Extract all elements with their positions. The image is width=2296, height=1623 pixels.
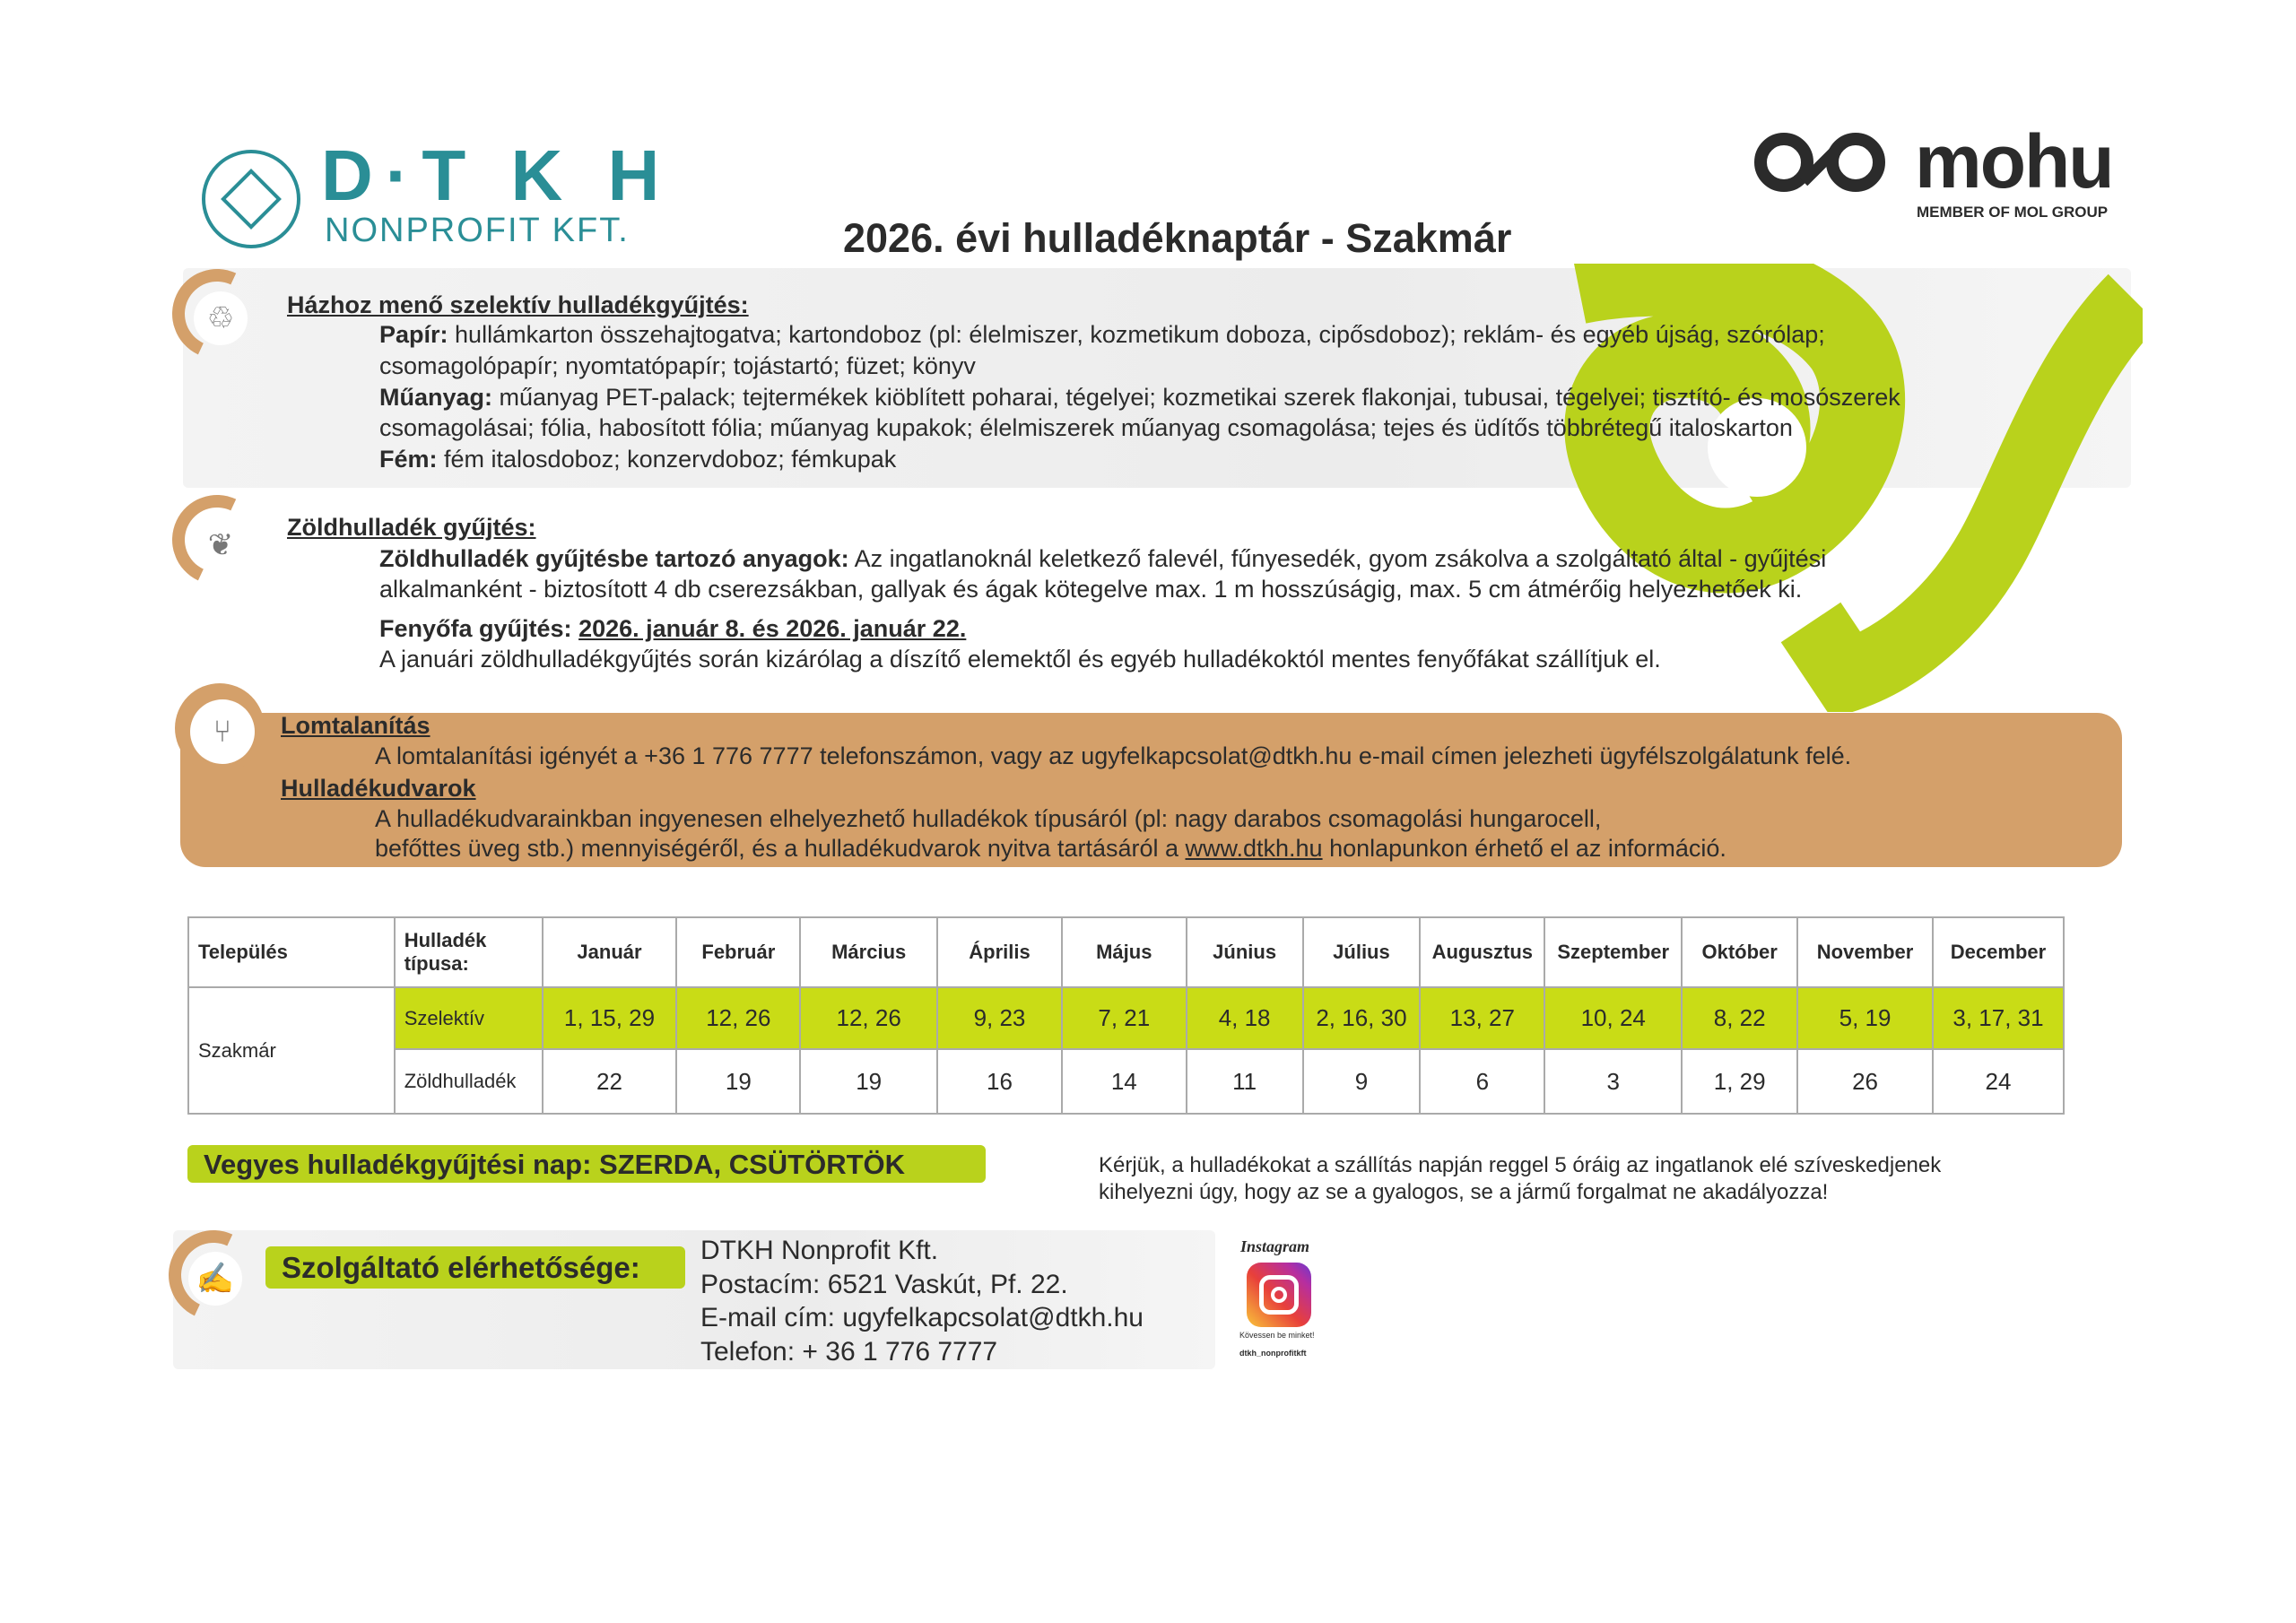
header-month: Augusztus [1419,916,1546,988]
date-cell: 19 [675,1048,802,1115]
header-month: November [1796,916,1934,988]
bulky-text: A lomtalanítási igényét a +36 1 776 7777… [375,742,1852,769]
date-cell: 11 [1185,1048,1304,1115]
green-heading: Zöldhulladék gyűjtés: [287,514,536,541]
date-cell: 12, 26 [799,986,939,1050]
paper-label: Papír: [379,321,448,348]
contact-phone: Telefon: + 36 1 776 7777 [700,1337,998,1367]
green-materials-line: Zöldhulladék gyűjtésbe tartozó anyagok: … [379,545,1826,573]
date-cell: 6 [1419,1048,1546,1115]
header-month: Július [1301,916,1422,988]
green-materials-line-2: alkalmanként - biztosított 4 db cserezsá… [379,576,1803,603]
green-materials-text: Az ingatlanoknál keletkező falevél, fűny… [848,545,1827,572]
mohu-logo-subtext: MEMBER OF MOL GROUP [1917,204,2109,221]
recycle-icon: ♲ [194,291,248,345]
table-header-row: Település Hulladék típusa: Január Február… [187,916,2066,988]
website-link[interactable]: www.dtkh.hu [1185,835,1323,862]
header-month: Március [799,916,939,988]
date-cell: 1, 29 [1681,1048,1799,1115]
date-cell: 9 [1301,1048,1422,1115]
instagram-handle[interactable]: dtkh_nonprofitkft [1239,1349,1307,1358]
header-type: Hulladék típusa: [393,916,544,988]
type-cell: Szelektív [393,986,544,1050]
edit-document-icon: ✍ [188,1252,242,1306]
contact-label: Szolgáltató elérhetősége: [265,1246,685,1289]
green-materials-label: Zöldhulladék gyűjtésbe tartozó anyagok: [379,545,849,572]
metal-text: fém italosdoboz; konzervdoboz; fémkupak [437,446,897,473]
header-month: Június [1185,916,1304,988]
yards-line-2: befőttes üveg stb.) mennyiségéről, és a … [375,835,1726,863]
selective-heading: Házhoz menő szelektív hulladékgyűjtés: [287,291,749,318]
date-cell: 8, 22 [1681,986,1799,1050]
contact-email[interactable]: E-mail cím: ugyfelkapcsolat@dtkh.hu [700,1303,1144,1332]
plastic-text: műanyag PET-palack; tejtermékek kiöblíte… [492,384,1900,411]
bulky-heading: Lomtalanítás [281,712,430,739]
instagram-icon[interactable] [1247,1263,1311,1327]
dtkh-logo-icon [202,150,300,248]
bulky-section-box [180,713,2122,867]
tree-note: A januári zöldhulladékgyűjtés során kizá… [379,646,1661,673]
header-month: Április [936,916,1063,988]
mixed-collection-badge: Vegyes hulladékgyűjtési nap: SZERDA, CSÜ… [187,1145,986,1183]
yards-heading: Hulladékudvarok [281,775,476,802]
date-cell: 12, 26 [675,986,802,1050]
date-cell: 26 [1796,1048,1934,1115]
tree-dates: 2026. január 8. és 2026. január 22. [578,615,967,642]
plastic-line-2: csomagolásai; fólia, habosított fólia; m… [379,414,1793,441]
settlement-cell: Szakmár [187,986,396,1115]
date-cell: 2, 16, 30 [1301,986,1422,1050]
header-month: December [1931,916,2066,988]
chair-icon: ⑂ [190,699,255,764]
yards-text: befőttes üveg stb.) mennyiségéről, és a … [375,835,1186,862]
header-month: Január [541,916,678,988]
contact-company: DTKH Nonprofit Kft. [700,1236,939,1265]
yards-line-1: A hulladékudvarainkban ingyenesen elhely… [375,805,1602,832]
instagram-title: Instagram [1240,1237,1310,1255]
header-month: Május [1060,916,1187,988]
table-row-selective: Szakmár Szelektív 1, 15, 29 12, 26 12, 26 9… [187,986,2066,1115]
header-month: Október [1681,916,1799,988]
dtkh-logo-subtext: NONPROFIT KFT. [325,212,630,249]
paper-line: Papír: hullámkarton összehajtogatva; kar… [379,321,1825,349]
date-cell: 24 [1931,1048,2066,1115]
table-row-green: Zöldhulladék 22 19 19 16 14 11 9 6 3 1, 29 26 24 [188,1048,2066,1115]
mohu-logo-text: mohu [1915,119,2115,204]
date-cell: 4, 18 [1185,986,1304,1050]
date-cell: 1, 15, 29 [541,986,678,1050]
instagram-follow: Kövessen be minket! [1239,1331,1315,1340]
paper-text: hullámkarton összehajtogatva; kartondobo… [448,321,1825,348]
decorative-swirl [1564,264,2143,712]
header-settlement: Település [187,916,396,988]
date-cell: 7, 21 [1060,986,1187,1050]
metal-line: Fém: fém italosdoboz; konzervdoboz; fémk… [379,446,896,473]
date-cell: 9, 23 [936,986,1063,1050]
date-cell: 16 [936,1048,1063,1115]
metal-label: Fém: [379,446,438,473]
contact-address: Postacím: 6521 Vaskút, Pf. 22. [700,1270,1068,1299]
schedule-table: Település Hulladék típusa: Január Február… [187,916,2066,1115]
page-title: 2026. évi hulladéknaptár - Szakmár [843,215,1512,261]
dtkh-logo-text: D·T K H [321,135,673,215]
leaf-icon: ❦ [194,518,248,572]
date-cell: 14 [1060,1048,1187,1115]
type-cell: Zöldhulladék [393,1048,544,1115]
date-cell: 13, 27 [1419,986,1546,1050]
yards-text-end: honlapunkon érhető el az információ. [1322,835,1726,862]
date-cell: 3, 17, 31 [1931,986,2066,1050]
date-cell: 22 [541,1048,678,1115]
plastic-label: Műanyag: [379,384,493,411]
paper-line-2: csomagolópapír; nyomtatópapír; tojástart… [379,352,976,379]
tree-label: Fenyőfa gyűjtés: [379,615,572,642]
notice-line-2: kihelyezni úgy, hogy az se a gyalogos, s… [1099,1180,1829,1204]
header-month: Február [675,916,802,988]
date-cell: 3 [1544,1048,1683,1115]
date-cell: 5, 19 [1796,986,1934,1050]
mohu-logo-icon [1750,133,1893,195]
tree-line: Fenyőfa gyűjtés: 2026. január 8. és 2026… [379,615,966,643]
date-cell: 10, 24 [1544,986,1683,1050]
date-cell: 19 [799,1048,939,1115]
notice-line-1: Kérjük, a hulladékokat a szállítás napjá… [1099,1153,1942,1177]
header-month: Szeptember [1544,916,1683,988]
plastic-line: Műanyag: műanyag PET-palack; tejtermékek… [379,384,1900,412]
